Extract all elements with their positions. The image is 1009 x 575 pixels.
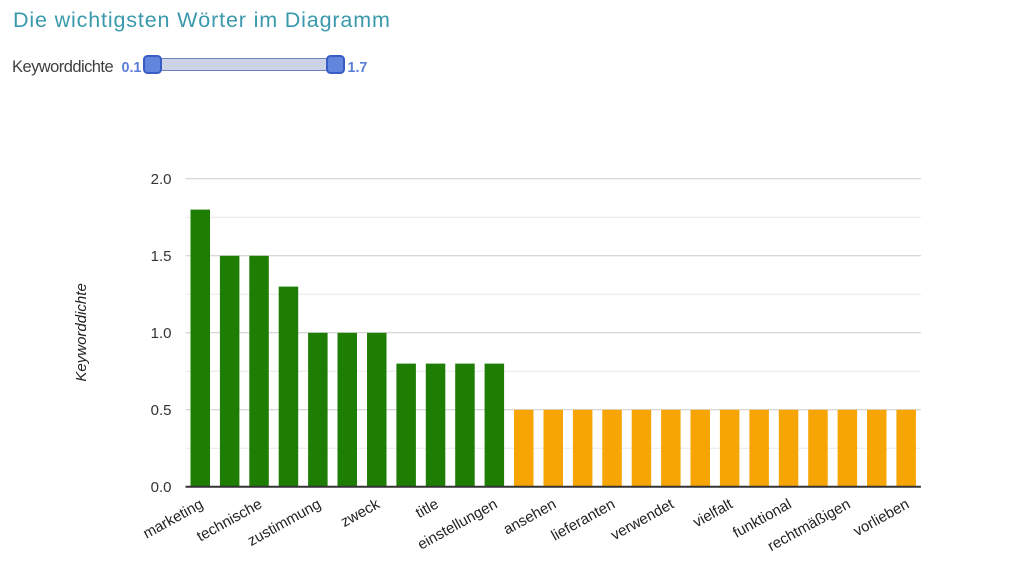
svg-text:vorlieben: vorlieben — [851, 496, 912, 540]
svg-text:1.0: 1.0 — [151, 325, 172, 342]
svg-text:zweck: zweck — [338, 495, 383, 530]
svg-text:2.0: 2.0 — [151, 171, 172, 188]
svg-text:title: title — [413, 496, 442, 522]
svg-text:Keyworddichte: Keyworddichte — [73, 283, 90, 381]
svg-text:lieferanten: lieferanten — [548, 496, 618, 545]
svg-text:0.5: 0.5 — [151, 402, 172, 419]
svg-text:1.5: 1.5 — [151, 248, 172, 265]
svg-text:verwendet: verwendet — [608, 495, 677, 544]
svg-text:0.0: 0.0 — [151, 479, 172, 496]
svg-text:vielfalt: vielfalt — [690, 495, 736, 531]
